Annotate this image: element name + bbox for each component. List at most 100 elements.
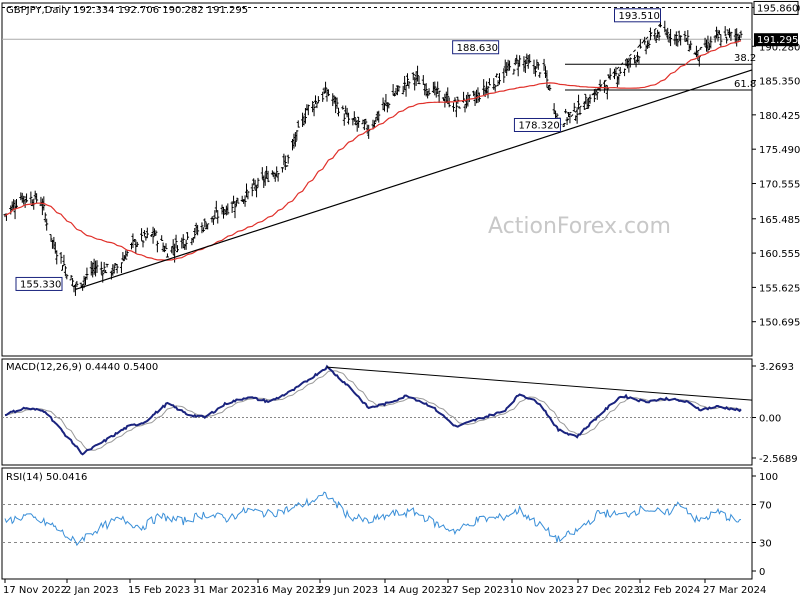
price-bar [689,40,693,51]
price-bar [548,84,552,91]
price-bar [407,80,411,89]
macd-panel [1,358,753,466]
price-bar [683,30,687,42]
y-tick-label: 155.625 [759,283,800,294]
price-panel [1,2,753,357]
price-bar [85,267,89,280]
price-bar [22,195,26,205]
price-bar [99,261,103,275]
price-bar [572,102,576,112]
price-bar [255,185,259,198]
price-bar [508,60,512,71]
price-bar [245,183,248,198]
svg-text:178.320: 178.320 [518,120,559,131]
price-bar [59,251,63,264]
price-bar [186,232,190,240]
price-bar [578,107,582,116]
price-bar [243,195,247,207]
rsi-header: RSI(14) 50.0416 [6,472,87,483]
price-bar [397,85,401,92]
price-bar [181,234,185,249]
svg-text:155.330: 155.330 [20,279,61,290]
y-tick-label: 0 [759,567,765,578]
price-bar [104,269,108,274]
price-bar [416,65,420,82]
price-bar [322,87,326,94]
price-bar [587,98,591,109]
price-bar [49,234,53,242]
price-bar [211,217,215,225]
price-bar [456,96,460,104]
price-bar [140,228,144,241]
price-bar [676,38,680,47]
svg-text:191.295: 191.295 [757,35,798,46]
price-bar [482,79,486,96]
support-trendline [75,69,753,291]
y-tick-label: 0.00 [759,414,781,425]
price-bar [132,239,136,243]
price-bar [283,155,287,171]
price-bar [286,154,290,164]
fib-label: 61.8 [734,79,756,90]
x-tick-label: 16 May 2023 [256,585,321,596]
price-bar [125,249,129,257]
price-bar [201,227,205,233]
price-bar [706,35,710,54]
price-bar [495,73,499,78]
y-tick-label: 175.490 [759,145,800,156]
price-bar [95,260,99,274]
price-bar [518,55,522,67]
price-bar [617,73,621,85]
price-bar [200,222,204,234]
price-bar [647,40,651,49]
price-bar [595,92,599,100]
price-bar [276,172,280,182]
price-bar [357,116,361,128]
extreme-label: 155.330 [15,276,63,291]
price-bar [119,262,123,274]
price-bar [69,275,73,281]
y-tick-label: 160.555 [759,249,800,260]
price-bar [723,26,727,37]
price-bar [577,94,581,110]
y-tick-label: 3.2693 [759,362,794,373]
price-bar [29,191,33,204]
price-bar [411,72,415,81]
price-bar [15,198,18,209]
y-tick-label: -2.5689 [759,454,798,465]
y-tick-label: 100 [759,472,778,483]
price-bar [256,177,260,188]
x-tick-label: 14 Aug 2023 [383,585,447,596]
x-tick-label: 2 Jan 2023 [65,585,119,596]
price-bar [193,227,197,239]
price-bar [285,165,289,167]
price-bar [65,273,69,280]
price-bar [341,105,345,110]
price-bar [342,113,346,126]
price-bar [112,264,116,274]
price-bar [674,31,678,47]
price-bar [266,170,270,183]
y-tick-label: 185.350 [759,77,800,88]
moving-average-line [4,40,742,261]
price-bar [686,30,690,45]
price-bar [321,91,325,102]
price-bar [337,107,340,117]
price-bar [71,277,75,286]
price-bar [657,31,661,41]
price-bar [669,28,673,47]
price-bar [314,95,317,105]
extreme-label: 188.630 [452,40,500,55]
price-bar [446,87,450,105]
price-bar [335,97,339,109]
price-bar [493,85,497,92]
x-tick-label: 27 Mar 2024 [703,585,766,596]
price-bar [638,39,642,49]
price-bar [75,280,79,288]
price-bar [453,97,457,102]
price-bar [614,66,618,77]
price-bar [584,93,588,105]
price-bar [643,36,647,45]
price-bar [35,193,39,204]
